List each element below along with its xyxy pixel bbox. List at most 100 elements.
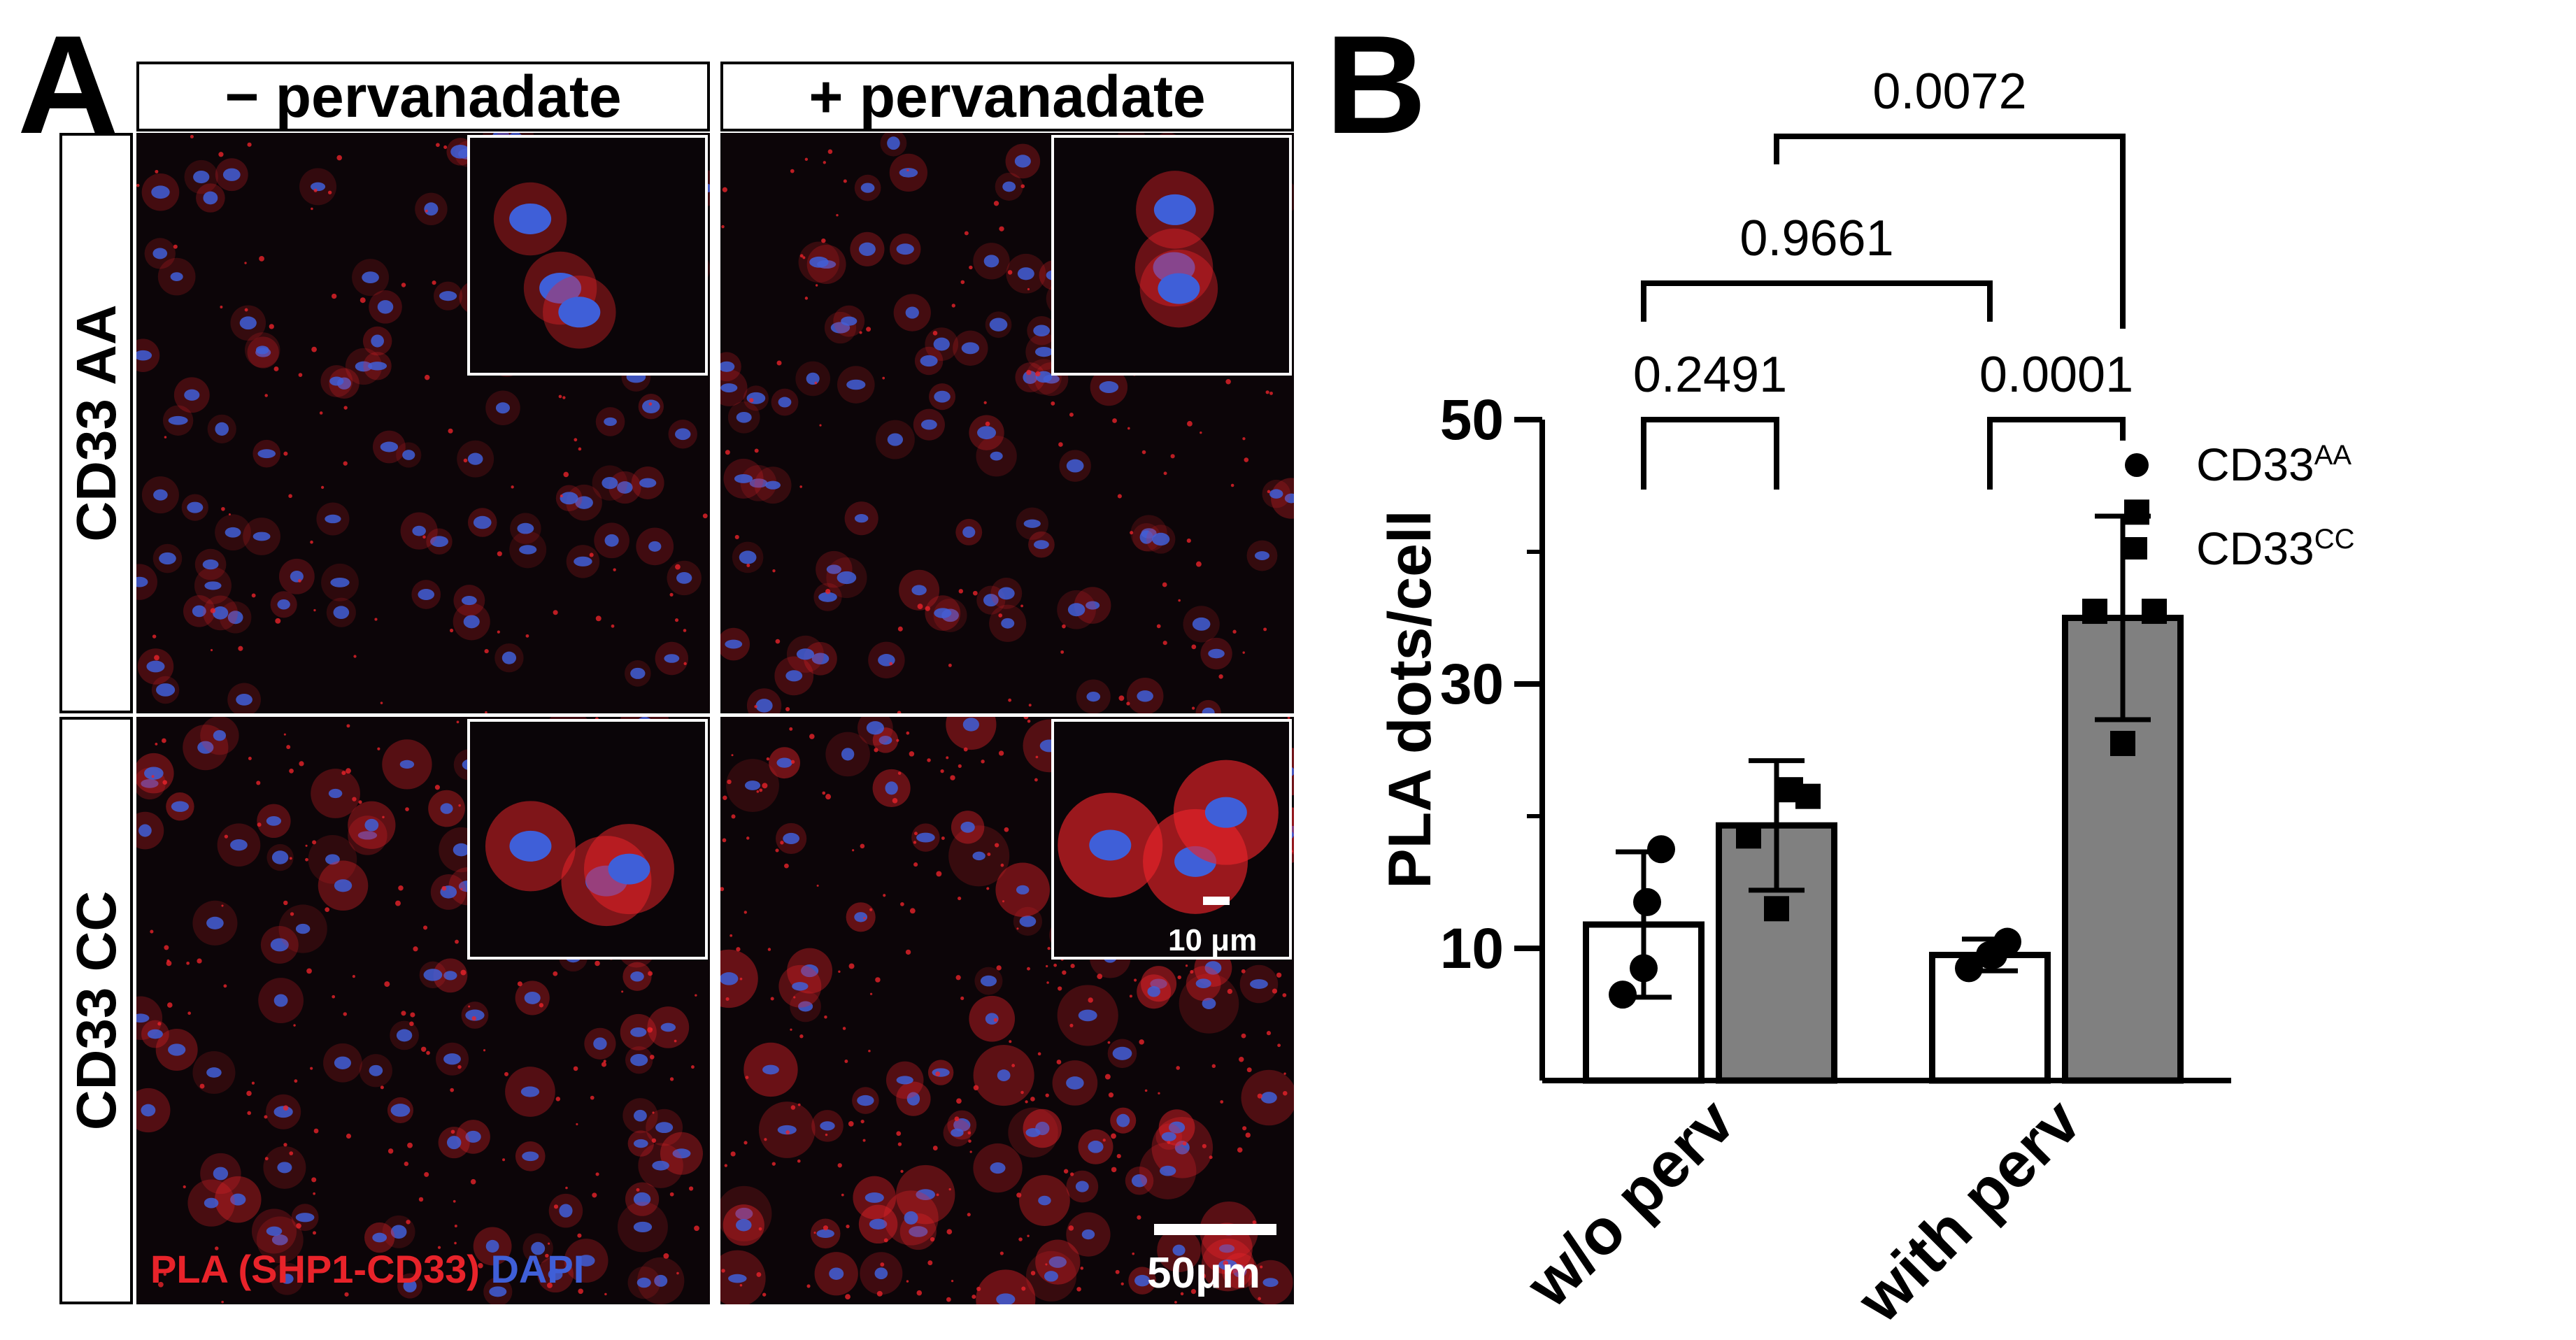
nucleus bbox=[806, 372, 820, 385]
inset-nucleus bbox=[608, 853, 650, 885]
pla-dot bbox=[946, 1229, 953, 1235]
pla-dot bbox=[163, 1272, 166, 1276]
pla-dot bbox=[743, 911, 748, 914]
pla-dot bbox=[883, 1238, 888, 1243]
nucleus bbox=[215, 422, 229, 436]
pla-dot bbox=[162, 738, 166, 743]
pla-dot bbox=[743, 1141, 748, 1145]
nucleus bbox=[869, 1218, 888, 1229]
nucleus bbox=[271, 1234, 288, 1246]
pla-dot bbox=[275, 618, 281, 624]
pla-dot bbox=[897, 711, 902, 713]
pla-dot bbox=[352, 975, 355, 978]
pla-dot bbox=[293, 1024, 296, 1027]
pla-dot bbox=[1242, 437, 1246, 441]
nucleus bbox=[266, 815, 282, 826]
pla-dot bbox=[756, 1271, 762, 1277]
pla-dot bbox=[457, 1064, 462, 1069]
pla-dot bbox=[343, 461, 348, 466]
pla-dot bbox=[946, 756, 949, 760]
pla-dot bbox=[860, 843, 865, 849]
pla-dot bbox=[1127, 427, 1130, 430]
pla-dot bbox=[1080, 1267, 1084, 1270]
nucleus bbox=[934, 390, 951, 403]
nucleus bbox=[1218, 1244, 1235, 1253]
nucleus bbox=[746, 392, 766, 404]
nucleus bbox=[841, 316, 858, 326]
nucleus bbox=[1232, 1264, 1247, 1278]
pla-dot bbox=[497, 630, 500, 634]
pla-dot bbox=[1257, 1093, 1262, 1099]
nucleus bbox=[138, 824, 152, 837]
pla-dot bbox=[1130, 531, 1134, 535]
pla-dot bbox=[1016, 927, 1019, 930]
pla-dot bbox=[264, 1115, 268, 1119]
pla-dot bbox=[1117, 494, 1122, 499]
pla-dot bbox=[897, 771, 902, 775]
pla-dot bbox=[404, 1161, 409, 1167]
pla-dot bbox=[848, 963, 855, 969]
nucleus bbox=[962, 718, 979, 732]
pla-dot bbox=[470, 1178, 476, 1185]
pla-dot bbox=[1265, 390, 1269, 394]
nucleus bbox=[1066, 459, 1084, 473]
pla-dot bbox=[1108, 1092, 1114, 1098]
pla-dot bbox=[273, 366, 279, 371]
pla-dot bbox=[1277, 1043, 1281, 1048]
pla-dot bbox=[1162, 641, 1167, 646]
pla-dot bbox=[799, 1034, 804, 1039]
nucleus bbox=[997, 1069, 1011, 1082]
nucleus bbox=[1002, 181, 1016, 192]
pla-dot bbox=[669, 1077, 674, 1081]
pla-dot bbox=[484, 648, 489, 654]
pla-dot bbox=[173, 244, 178, 249]
pla-dot bbox=[1046, 981, 1049, 984]
micrograph-cc-plus bbox=[720, 717, 1294, 1304]
nucleus bbox=[236, 694, 252, 706]
data-point-square bbox=[2082, 599, 2107, 625]
nucleus bbox=[785, 670, 803, 682]
pla-dot bbox=[221, 1300, 224, 1304]
pla-dot bbox=[824, 1015, 827, 1019]
nucleus bbox=[560, 492, 578, 505]
nucleus bbox=[960, 821, 975, 833]
pla-dot bbox=[745, 1076, 749, 1079]
pla-dot bbox=[1282, 993, 1287, 997]
category-label-1: with perv bbox=[1844, 1085, 2094, 1336]
nucleus bbox=[524, 991, 541, 1004]
nucleus bbox=[1066, 1076, 1084, 1090]
nucleus bbox=[735, 1207, 753, 1220]
pla-dot bbox=[846, 1225, 850, 1229]
pla-dot bbox=[1011, 1064, 1016, 1067]
pla-dot bbox=[437, 1246, 441, 1249]
nucleus bbox=[519, 545, 537, 555]
pla-dot bbox=[736, 947, 741, 952]
nucleus bbox=[574, 556, 592, 566]
pla-dot bbox=[1134, 978, 1137, 982]
pla-dot bbox=[298, 579, 301, 583]
nucleus bbox=[1081, 1229, 1095, 1240]
pla-dot bbox=[313, 608, 316, 612]
pla-dot bbox=[449, 628, 454, 633]
pla-dot bbox=[1162, 582, 1167, 587]
nucleus bbox=[778, 397, 792, 408]
pla-dot bbox=[283, 451, 288, 456]
nucleus bbox=[197, 741, 214, 754]
pla-dot bbox=[210, 608, 216, 613]
nucleus bbox=[357, 831, 378, 840]
pla-dot bbox=[136, 183, 140, 187]
pla-dot bbox=[380, 1085, 384, 1090]
nucleus bbox=[380, 441, 399, 452]
nucleus bbox=[911, 585, 927, 596]
pla-dot bbox=[823, 161, 826, 164]
pla-dot bbox=[157, 1022, 162, 1026]
pla-signal bbox=[1195, 699, 1221, 713]
cell-field bbox=[720, 717, 1294, 1304]
pla-dot bbox=[450, 1129, 455, 1134]
nucleus bbox=[1019, 915, 1037, 927]
nucleus bbox=[1161, 1132, 1176, 1141]
pla-dot bbox=[1283, 1090, 1288, 1096]
pla-dot bbox=[154, 655, 159, 661]
pla-dot bbox=[401, 283, 406, 287]
pla-dot bbox=[797, 1159, 801, 1163]
